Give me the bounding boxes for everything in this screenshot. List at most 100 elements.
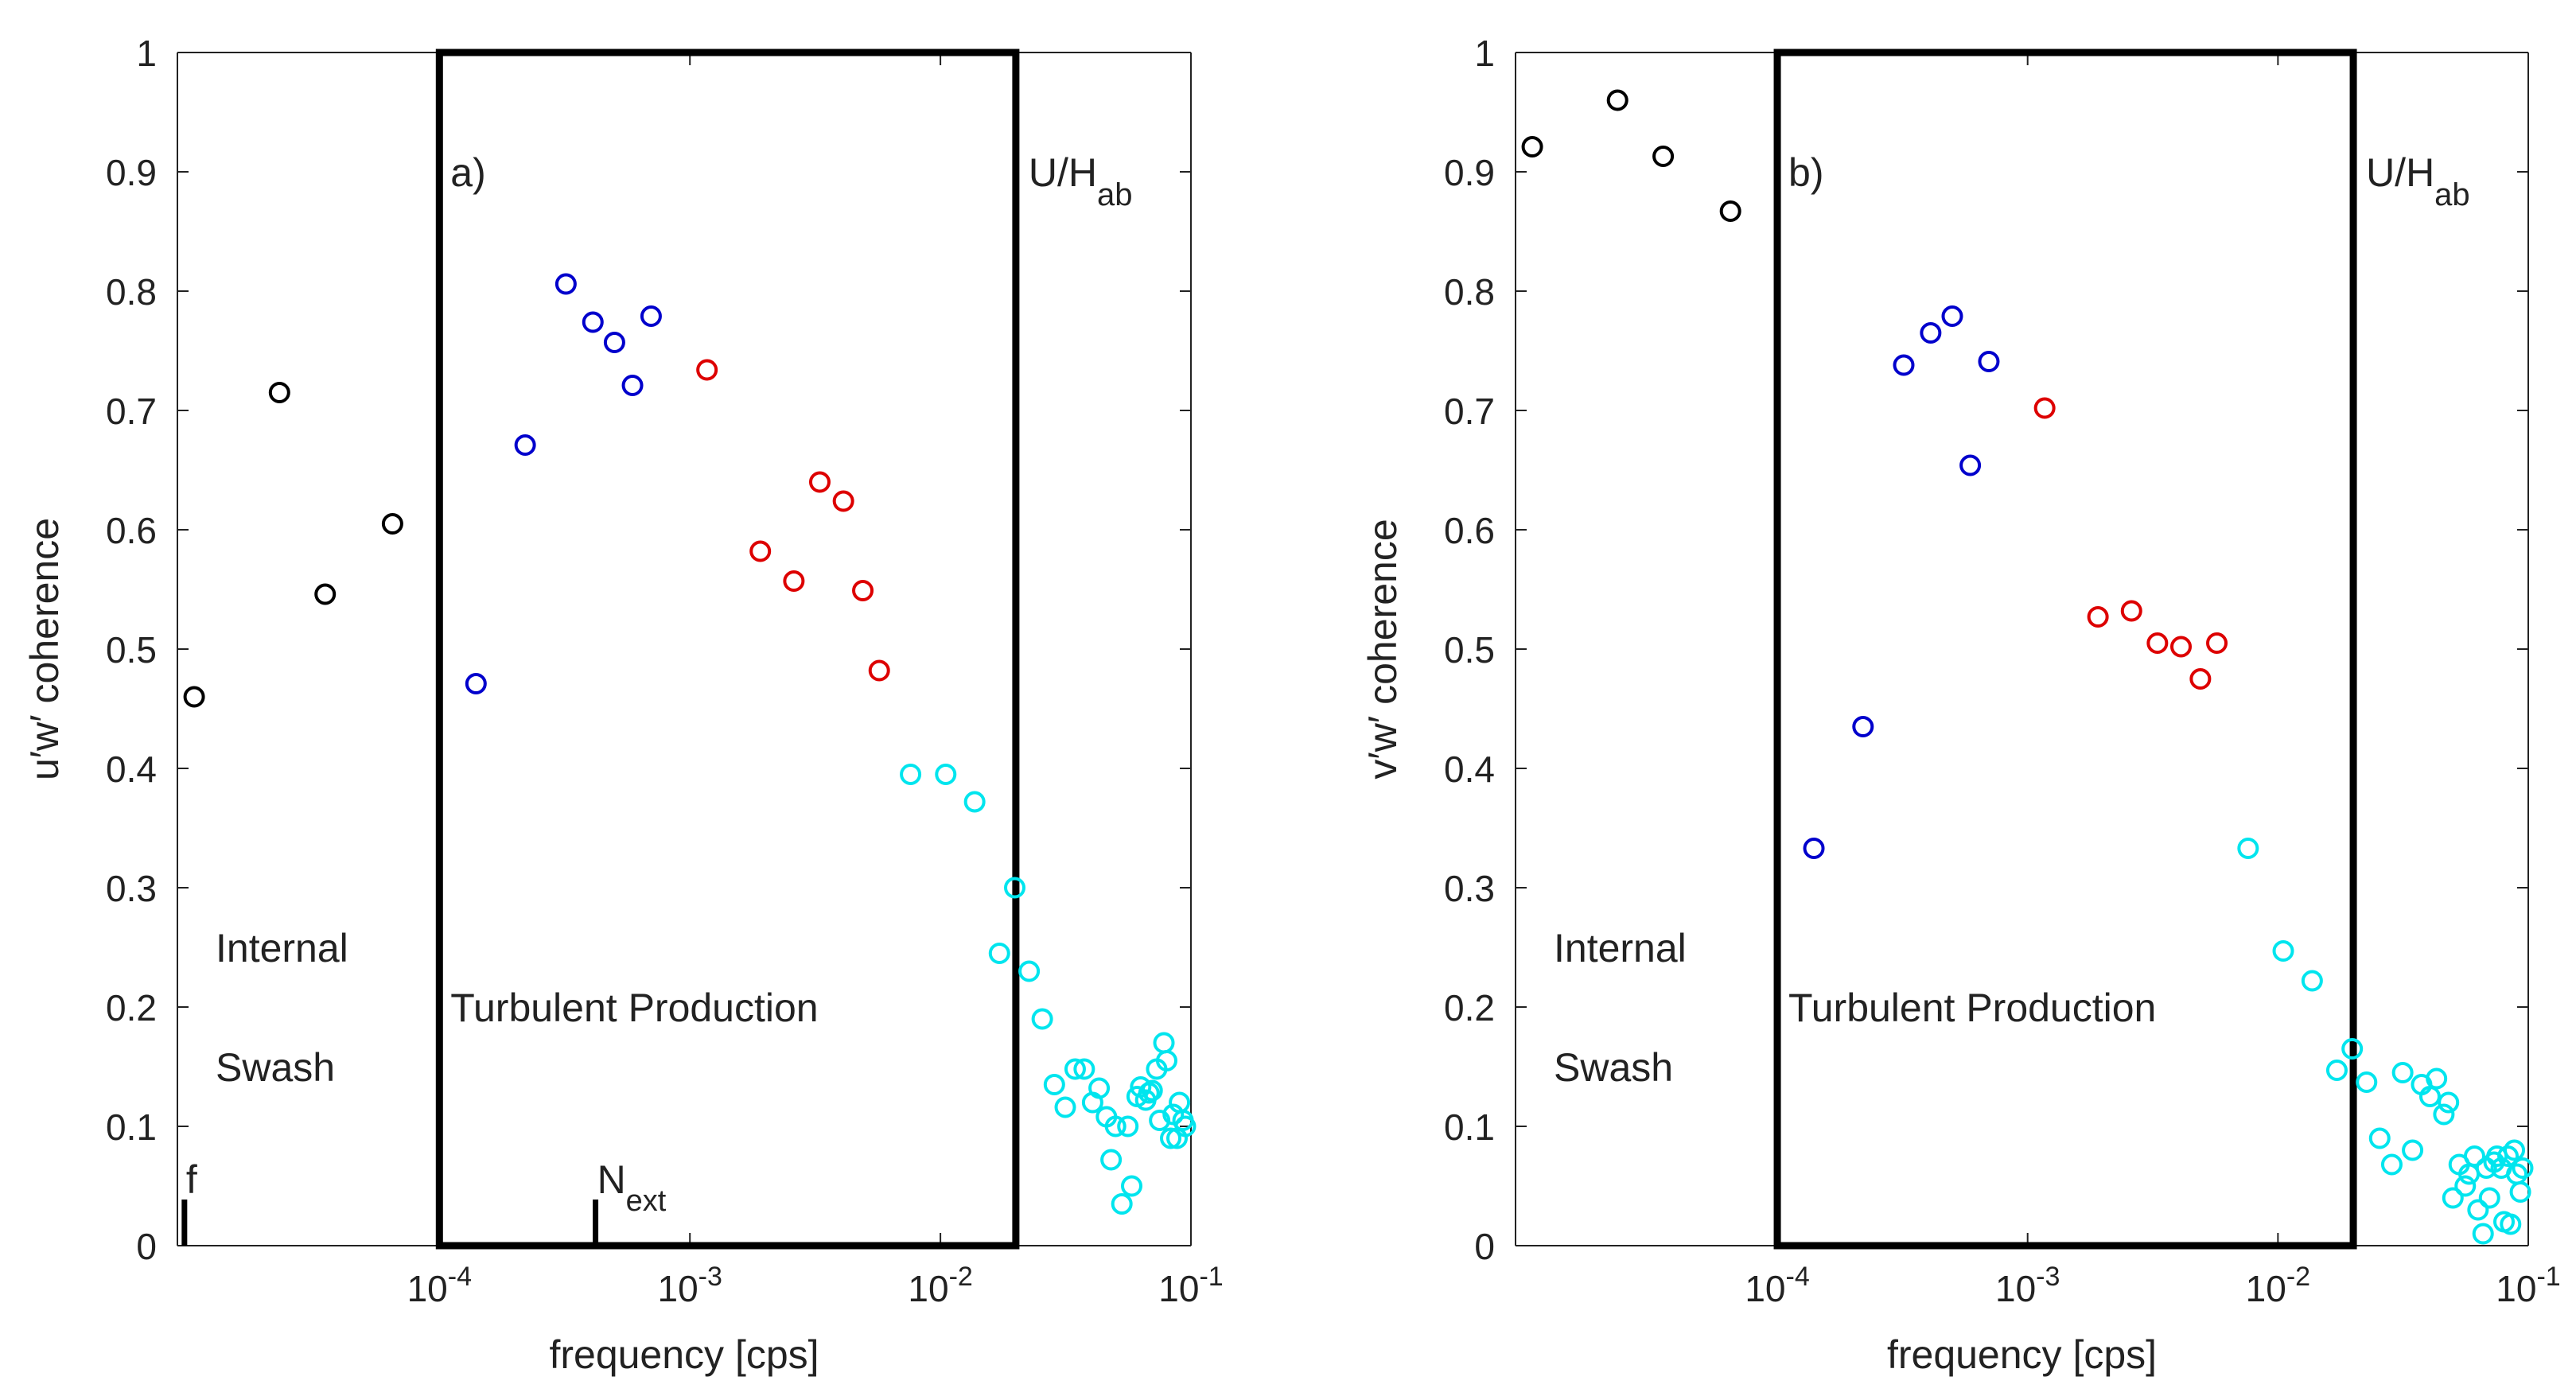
data-point [2380,1153,2403,1176]
region-label-internal: Internal [1554,926,1687,970]
panel-a: 0 0.1 0.2 0.3 0.4 0.5 0.6 0.7 0.8 0.9 1 10-4 10-3 10-… [22,33,1224,1377]
data-point [2472,1223,2494,1245]
data-point [1852,716,1874,737]
data-point [2402,1139,2424,1161]
data-point [621,375,644,396]
marker-label-f: f [186,1157,197,1202]
data-point [1174,1115,1197,1137]
data-point [1111,1193,1133,1215]
data-point [2497,1145,2520,1167]
y-tick-label: 0.2 [106,987,157,1029]
data-point [900,764,922,785]
data-point [2512,1157,2534,1179]
data-point [1920,322,1942,344]
x-axis-label: frequency [cps] [1887,1332,2157,1377]
region-label-uh: U/Hab [1029,150,1133,212]
data-point [1893,354,1915,376]
y-tick-label: 0.2 [1444,987,1495,1029]
data-point [852,580,874,601]
region-label-swash: Swash [216,1045,335,1090]
region-label-uh: U/Hab [2366,150,2470,212]
y-tick-label: 0.4 [106,749,157,790]
data-point [2467,1199,2489,1221]
y-tick-label: 0.6 [1444,510,1495,551]
panel-b: 0 0.1 0.2 0.3 0.4 0.5 0.6 0.7 0.8 0.9 1 10-4 10-3 10-… [1360,33,2561,1377]
data-point [2478,1187,2500,1209]
y-tick-label: 0 [1474,1226,1495,1267]
data-point [1160,1127,1182,1149]
x-axis-label: frequency [cps] [549,1332,819,1377]
data-point [2418,1086,2441,1107]
data-point [1031,1008,1053,1030]
region-label-swash: Swash [1554,1045,1673,1090]
data-point [1155,1050,1177,1071]
panel-label: a) [450,150,485,195]
data-point [963,791,986,813]
data-point [2087,606,2109,628]
data-point [2120,600,2142,622]
data-point [1064,1058,1086,1080]
data-point [1121,1175,1143,1197]
data-point [2368,1127,2391,1149]
data-point [381,513,403,535]
data-point [268,382,290,403]
data-point [2504,1139,2526,1161]
data-point [1138,1082,1160,1104]
data-point [1018,960,1041,982]
marker-label-n: Next [597,1157,667,1218]
data-point [1153,1032,1175,1054]
y-tick-label: 0.1 [1444,1106,1495,1148]
y-tick-label: 0 [136,1226,157,1267]
y-tick-label: 0.7 [106,391,157,432]
x-tick-label: 10-3 [658,1262,722,1309]
data-point [1104,1115,1127,1137]
turbulent-production-frame [435,49,1020,1250]
panel-label: b) [1788,150,1823,195]
data-point [2391,1062,2414,1083]
data-point [935,764,957,785]
region-label-internal: Internal [216,926,348,970]
y-axis-label: v′w′ coherence [1360,519,1405,779]
data-point [832,490,854,512]
data-point [1004,877,1026,899]
data-point [2356,1071,2378,1093]
data-point [2463,1145,2485,1167]
data-point [2509,1181,2531,1203]
data-point [555,273,577,295]
y-tick-label: 0.9 [106,152,157,193]
data-point [2146,632,2169,654]
data-point [2206,632,2228,654]
data-point [514,434,536,456]
y-tick-label: 0.3 [1444,868,1495,909]
data-point [1959,454,1982,476]
data-point [603,332,625,353]
data-point [1719,200,1741,222]
data-point [749,540,772,562]
data-point [2325,1060,2348,1081]
data-point [1606,89,1628,111]
data-point [808,471,831,493]
data-point [1100,1149,1123,1171]
data-point [1652,146,1675,167]
data-point [582,311,604,333]
data-point [2426,1067,2448,1090]
data-point [2500,1213,2522,1235]
x-tick-label: 10-1 [1158,1262,1223,1309]
data-point [1978,351,2000,372]
x-tick-label: 10-3 [1995,1262,2060,1309]
data-point [2341,1038,2364,1060]
data-point [1521,136,1543,157]
data-point [2237,838,2259,859]
data-point [314,583,337,605]
y-tick-label: 0.5 [1444,629,1495,671]
y-tick-label: 0.4 [1444,749,1495,790]
data-point [1149,1110,1171,1131]
y-tick-label: 1 [136,33,157,74]
data-point [1141,1079,1163,1102]
data-point [2301,970,2323,992]
y-tick-label: 1 [1474,33,1495,74]
y-tick-label: 0.3 [106,868,157,909]
x-tick-label: 10-2 [908,1262,972,1309]
y-tick-label: 0.5 [106,629,157,671]
